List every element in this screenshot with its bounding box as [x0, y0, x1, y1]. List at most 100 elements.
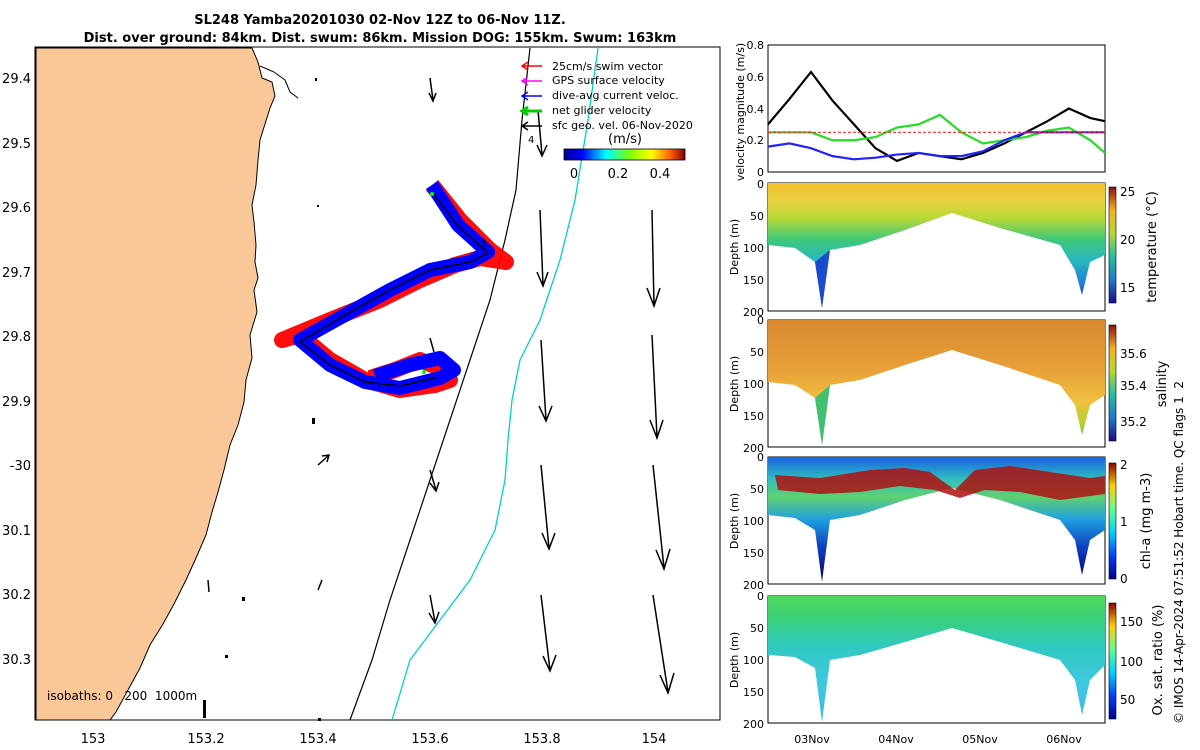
- map-x-tick: 153.4: [299, 732, 336, 747]
- velocity-chart: 0 0.2 0.4 0.6 0.8 velocity magnitude (m/…: [734, 39, 1106, 181]
- map-legend: 25cm/s swim vector GPS surface velocity …: [519, 60, 693, 132]
- salinity-colorbar: [1108, 324, 1117, 442]
- salinity-field: [768, 320, 1105, 445]
- cbar-tick: 0: [1120, 572, 1128, 586]
- velocity-y-tick: 0.6: [747, 71, 765, 84]
- map-y-tick: -30: [10, 459, 31, 474]
- legend-label: GPS surface velocity: [552, 74, 665, 87]
- salinity-panel: 0 50 100 150 200 Depth (m) 35.2 35.4 35.…: [728, 314, 1170, 455]
- cbar-tick: 100: [1120, 655, 1143, 669]
- map-y-tick: 30.1: [2, 524, 31, 539]
- date-tick: 05Nov: [962, 733, 998, 746]
- depth-label: Depth (m): [728, 632, 741, 688]
- credit-text: © IMOS 14-Apr-2024 07:51:52 Hobart time.…: [1172, 381, 1186, 724]
- depth-tick: 100: [743, 242, 764, 255]
- depth-tick: 150: [743, 410, 764, 423]
- temperature-colorbar: [1108, 186, 1117, 304]
- depth-tick: 100: [743, 654, 764, 667]
- isobath-200m: [349, 47, 531, 721]
- cbar-tick: 15: [1120, 281, 1135, 295]
- cbar-label: chl-a (mg m-3): [1139, 473, 1154, 570]
- map-panel: 3 4 153 153.2 153.4 153.6 153.8 154 29.4…: [2, 46, 721, 747]
- cbar-tick: 35.2: [1120, 415, 1147, 429]
- depth-tick: 0: [757, 178, 764, 191]
- island-dots: [203, 78, 321, 721]
- depth-tick: 100: [743, 378, 764, 391]
- temperature-deep-trough: [815, 250, 830, 308]
- glider-track: 3 4: [274, 135, 534, 398]
- sfc-velocity-arrows: [207, 77, 675, 696]
- depth-tick: 50: [750, 622, 764, 635]
- cbar-tick: 35.4: [1120, 379, 1147, 393]
- temperature-field: [768, 183, 1105, 308]
- map-y-axis: 29.4 29.5 29.6 29.7 29.8 29.9 -30 30.1 3…: [2, 72, 31, 668]
- depth-tick: 200: [743, 306, 764, 319]
- map-colorbar-label: (m/s): [608, 132, 642, 147]
- depth-tick: 50: [750, 483, 764, 496]
- cbar-tick: 50: [1120, 693, 1135, 707]
- map-y-tick: 29.4: [2, 72, 31, 87]
- map-colorbar-tick: 0.2: [608, 167, 629, 182]
- date-tick: 03Nov: [794, 733, 830, 746]
- cbar-label: temperature (°C): [1145, 191, 1160, 303]
- velocity-y-tick: 0.2: [747, 134, 765, 147]
- oxygen-colorbar: [1108, 602, 1117, 720]
- oxygen-panel: 0 50 100 150 200 Depth (m) 50 100 150 Ox…: [728, 590, 1166, 746]
- chart-title-line1: SL248 Yamba20201030 02-Nov 12Z to 06-Nov…: [194, 13, 566, 28]
- depth-tick: 200: [743, 718, 764, 731]
- isobaths-label: isobaths: 0 200 1000m: [47, 689, 197, 703]
- map-y-tick: 29.8: [2, 330, 31, 345]
- map-colorbar-tick: 0: [570, 167, 578, 182]
- depth-label: Depth (m): [728, 219, 741, 275]
- cbar-label: Ox. sat. ratio (%): [1151, 605, 1166, 716]
- depth-label: Depth (m): [728, 356, 741, 412]
- depth-tick: 100: [743, 515, 764, 528]
- cbar-tick: 1: [1120, 515, 1128, 529]
- map-x-tick: 153.6: [411, 732, 448, 747]
- coastal-inlet: [259, 65, 299, 99]
- temperature-panel: 0 50 100 150 200 Depth (m) 15 20 25 temp…: [728, 178, 1160, 319]
- legend-swim-vector-icon: [520, 61, 542, 71]
- map-y-tick: 29.6: [2, 201, 31, 216]
- legend-net-velocity-icon: [519, 105, 542, 117]
- legend-sfc-geo-icon: [520, 121, 542, 131]
- legend-dive-avg-icon: [520, 91, 542, 101]
- chlorophyll-panel: 0 50 100 150 200 Depth (m) 0 1 2 chl-a (…: [728, 451, 1154, 592]
- cbar-tick: 25: [1120, 185, 1135, 199]
- date-tick: 04Nov: [878, 733, 914, 746]
- depth-tick: 0: [757, 590, 764, 603]
- legend-label: 25cm/s swim vector: [552, 60, 663, 73]
- legend-gps-icon: [520, 76, 542, 86]
- land-mass: [35, 47, 276, 721]
- cbar-tick: 2: [1120, 458, 1128, 472]
- salinity-deep-trough: [815, 385, 830, 445]
- cbar-tick: 20: [1120, 233, 1135, 247]
- map-y-tick: 29.5: [2, 137, 31, 152]
- depth-tick: 0: [757, 451, 764, 464]
- depth-tick: 0: [757, 314, 764, 327]
- velocity-y-tick: 0.8: [747, 39, 765, 52]
- velocity-chart-frame: [767, 44, 1106, 173]
- chlorophyll-colorbar: [1108, 462, 1117, 580]
- depth-tick: 50: [750, 210, 764, 223]
- depth-tick: 150: [743, 686, 764, 699]
- depth-tick: 200: [743, 442, 764, 455]
- map-colorbar: (m/s) 0 0.2 0.4: [563, 132, 686, 182]
- legend-label: sfc geo. vel. 06-Nov-2020: [552, 119, 693, 132]
- depth-tick: 150: [743, 547, 764, 560]
- cbar-tick: 150: [1120, 615, 1143, 629]
- date-tick: 06Nov: [1046, 733, 1082, 746]
- velocity-y-tick: 0.4: [747, 103, 765, 116]
- chart-title-line2: Dist. over ground: 84km. Dist. swum: 86k…: [83, 31, 677, 46]
- day-label-4: 4: [528, 135, 534, 146]
- day-label-3: 3: [480, 238, 486, 249]
- map-y-tick: 29.9: [2, 395, 31, 410]
- cbar-tick: 35.6: [1120, 347, 1147, 361]
- map-x-tick: 154: [642, 732, 667, 747]
- chlorophyll-max-layer: [775, 466, 1105, 500]
- legend-label: dive-avg current veloc.: [552, 89, 679, 102]
- depth-tick: 150: [743, 274, 764, 287]
- depth-tick: 200: [743, 579, 764, 592]
- velocity-y-tick: 0: [757, 166, 764, 179]
- legend-label: net glider velocity: [552, 104, 652, 117]
